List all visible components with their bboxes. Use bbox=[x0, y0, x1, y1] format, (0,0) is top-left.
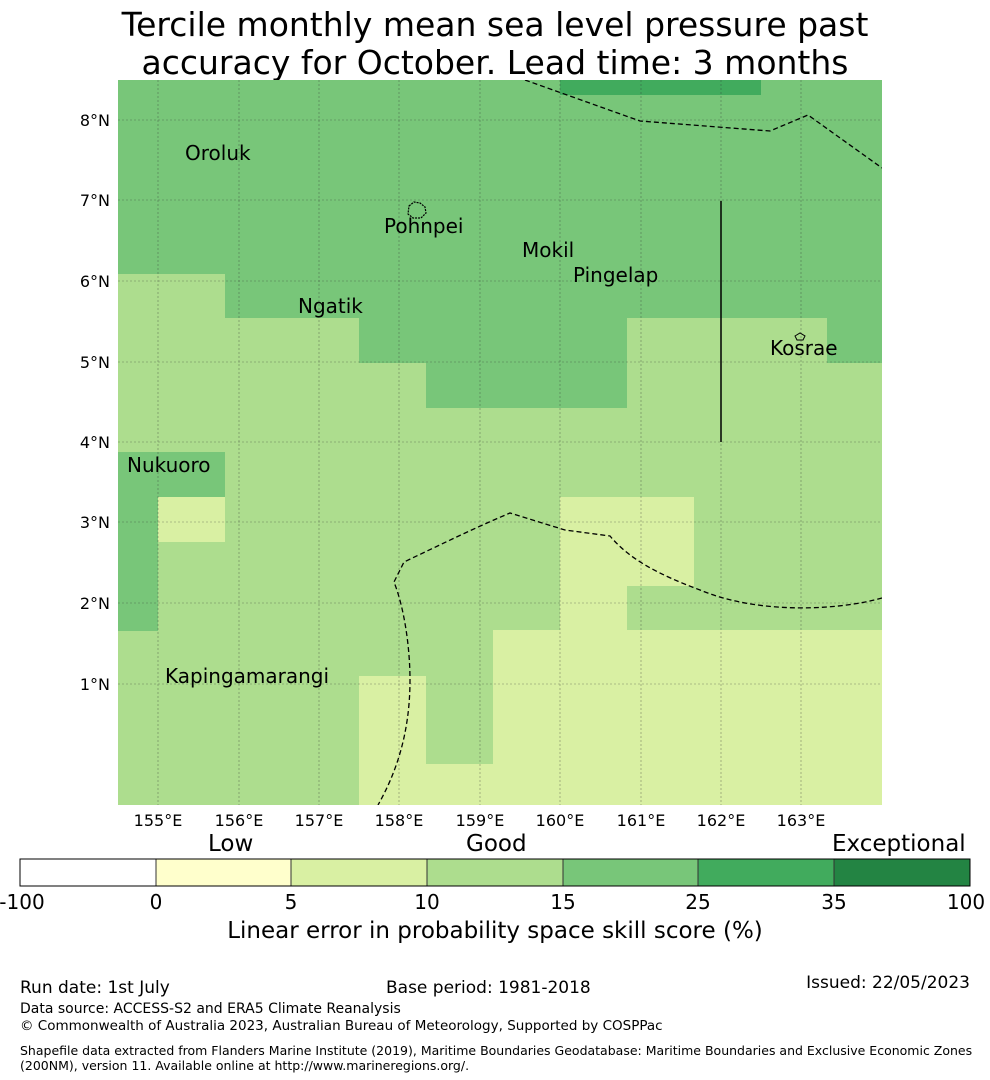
map-title: Tercile monthly mean sea level pressure … bbox=[0, 6, 990, 82]
copyright: © Commonwealth of Australia 2023, Austra… bbox=[20, 1018, 663, 1034]
place-label-pingelap: Pingelap bbox=[573, 263, 658, 287]
place-label-pohnpei: Pohnpei bbox=[384, 214, 464, 238]
colorbar-segment bbox=[834, 859, 970, 886]
colorbar-tick: -100 bbox=[0, 890, 45, 914]
colorbar-frame bbox=[19, 858, 971, 887]
shapefile-credit-line-1: Shapefile data extracted from Flanders M… bbox=[20, 1043, 973, 1058]
latitude-labels: 8°N 7°N 6°N 5°N 4°N 3°N 2°N 1°N bbox=[80, 111, 110, 694]
colorbar-segment bbox=[698, 859, 834, 886]
colorbar-segment bbox=[156, 859, 291, 886]
lon-label: 162°E bbox=[697, 811, 746, 830]
colorbar-tick: 15 bbox=[550, 890, 576, 914]
grid-cell-low-south-b bbox=[424, 764, 495, 805]
colorbar bbox=[19, 858, 971, 887]
colorbar-label-good: Good bbox=[466, 831, 527, 857]
base-period: Base period: 1981-2018 bbox=[386, 978, 591, 998]
lon-label: 158°E bbox=[375, 811, 424, 830]
colorbar-segment bbox=[291, 859, 427, 886]
pohnpei-island-shape bbox=[407, 201, 427, 219]
grid-cell-good-center bbox=[359, 316, 627, 363]
place-label-mokil: Mokil bbox=[522, 238, 574, 262]
lat-label: 1°N bbox=[80, 675, 110, 694]
place-label-oroluk: Oroluk bbox=[185, 141, 251, 165]
grid-cell-very-good bbox=[560, 80, 761, 95]
longitude-labels: 155°E 156°E 157°E 158°E 159°E 160°E 161°… bbox=[134, 811, 826, 830]
place-label-kosrae: Kosrae bbox=[770, 336, 838, 360]
lat-label: 6°N bbox=[80, 272, 110, 291]
colorbar-dividers bbox=[155, 859, 835, 886]
grid-cell-low-east-a bbox=[560, 497, 694, 586]
colorbar-label-low: Low bbox=[208, 831, 254, 857]
colorbar-segment bbox=[427, 859, 563, 886]
grid-cell-low-southeast bbox=[493, 630, 882, 805]
lon-label: 155°E bbox=[134, 811, 183, 830]
lat-label: 8°N bbox=[80, 111, 110, 130]
place-labels: Oroluk Pohnpei Mokil Pingelap Ngatik Kos… bbox=[127, 141, 838, 688]
lat-label: 4°N bbox=[80, 433, 110, 452]
kosrae-island-shape bbox=[794, 332, 806, 341]
shapefile-credit-line-2: (200NM), version 11. Available online at… bbox=[20, 1058, 470, 1073]
place-label-nukuoro: Nukuoro bbox=[127, 453, 211, 477]
lon-label: 161°E bbox=[617, 811, 666, 830]
lon-label: 156°E bbox=[215, 811, 264, 830]
run-date: Run date: 1st July bbox=[20, 978, 170, 998]
lon-label: 163°E bbox=[777, 811, 826, 830]
colorbar-segment bbox=[20, 859, 156, 886]
lon-label: 157°E bbox=[295, 811, 344, 830]
lon-label: 160°E bbox=[536, 811, 585, 830]
grid-cell-good-west bbox=[118, 495, 158, 631]
data-source: Data source: ACCESS-S2 and ERA5 Climate … bbox=[20, 1001, 401, 1017]
lon-label: 159°E bbox=[456, 811, 505, 830]
title-line-1: Tercile monthly mean sea level pressure … bbox=[121, 5, 869, 44]
lat-label: 5°N bbox=[80, 353, 110, 372]
title-line-2: accuracy for October. Lead time: 3 month… bbox=[141, 43, 849, 82]
grid-cell-good-band bbox=[225, 270, 882, 318]
grid-cell-good-north bbox=[118, 80, 882, 274]
colorbar-tick: 5 bbox=[284, 890, 298, 914]
place-label-ngatik: Ngatik bbox=[298, 294, 363, 318]
colorbar-tick: 0 bbox=[149, 890, 163, 914]
grid-cell-good-east bbox=[827, 316, 882, 363]
lat-label: 7°N bbox=[80, 191, 110, 210]
lat-label: 3°N bbox=[80, 513, 110, 532]
issued-date: Issued: 22/05/2023 bbox=[806, 973, 970, 993]
colorbar-tick: 100 bbox=[946, 890, 986, 914]
colorbar-tick: 35 bbox=[821, 890, 847, 914]
grid-cell-low-nukuoro bbox=[158, 497, 225, 542]
grid-cell-good-center-low bbox=[426, 361, 627, 408]
colorbar-title: Linear error in probability space skill … bbox=[227, 918, 763, 944]
skill-grid bbox=[118, 80, 882, 805]
grid-cell-low-east-b bbox=[560, 584, 627, 632]
grid-cell-low-south-a bbox=[359, 676, 426, 805]
eez-boundaries bbox=[377, 80, 882, 805]
colorbar-tick: 25 bbox=[685, 890, 711, 914]
lat-label: 2°N bbox=[80, 594, 110, 613]
colorbar-segment bbox=[563, 859, 698, 886]
colorbar-label-exceptional: Exceptional bbox=[832, 831, 966, 857]
gridlines bbox=[118, 80, 882, 805]
colorbar-tick: 10 bbox=[414, 890, 440, 914]
place-label-kapingamarangi: Kapingamarangi bbox=[165, 664, 329, 688]
grid-cell-good-nukuoro bbox=[118, 452, 225, 497]
eez-boundary-north bbox=[524, 80, 882, 169]
